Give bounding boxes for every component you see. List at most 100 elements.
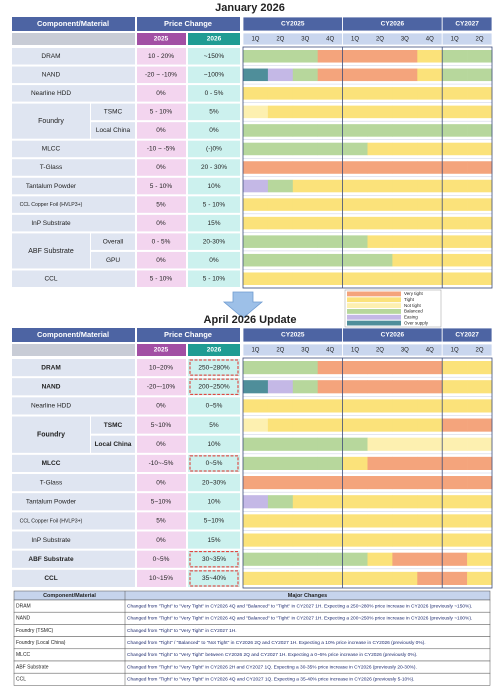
supply-cell (243, 533, 269, 547)
supply-cell (243, 456, 269, 470)
row-sublabel-cell (91, 416, 135, 434)
supply-cell (467, 495, 493, 509)
supply-cell (417, 124, 443, 137)
row-label: CCL (44, 275, 57, 282)
price-2026: 5~10% (204, 518, 225, 525)
header-label: 2026 (207, 347, 222, 354)
supply-cell (392, 418, 418, 432)
supply-cell (442, 142, 468, 156)
supply-cell (342, 552, 368, 566)
price-2025: 0 - 5% (152, 238, 171, 245)
supply-cell (467, 216, 493, 230)
supply-cell (392, 179, 418, 193)
supply-cell (392, 161, 418, 174)
supply-cell (342, 105, 368, 119)
price-2026-cell (188, 66, 240, 84)
supply-cell (417, 495, 443, 509)
supply-cell (342, 514, 368, 528)
supply-cell (243, 380, 269, 394)
header-cell (12, 328, 135, 342)
supply-cell (417, 456, 443, 470)
header-label: Price Change (164, 330, 212, 339)
price-2026-cell (188, 159, 240, 176)
supply-cell (267, 142, 294, 156)
supply-cell (392, 456, 418, 470)
supply-cell (417, 142, 443, 156)
supply-cell (292, 50, 318, 63)
header-label: 2025 (154, 36, 169, 43)
supply-cell (292, 571, 318, 585)
price-2025-cell (137, 196, 186, 213)
supply-cell (417, 571, 443, 585)
supply-cell (367, 198, 393, 211)
legend-swatch (347, 320, 401, 326)
supply-cell (243, 142, 269, 156)
header-cell (137, 344, 186, 356)
supply-cell (442, 437, 468, 451)
price-2025-cell (137, 270, 186, 287)
supply-cell (342, 495, 368, 509)
supply-cell (267, 198, 294, 211)
price-2026-cell (188, 454, 240, 472)
supply-cell (243, 216, 269, 230)
row-label-cell (12, 569, 135, 587)
price-2026: (-)0% (206, 146, 222, 153)
price-2026: 15% (207, 537, 220, 544)
row-sublabel: GPU (106, 257, 120, 264)
price-2025: 0% (156, 90, 166, 97)
supply-cell (267, 50, 294, 63)
quarter-label: 4Q (426, 37, 434, 43)
supply-cell (243, 495, 269, 509)
supply-cell (267, 124, 294, 137)
row-sublabel-cell (91, 233, 135, 250)
year-label: CY2025 (281, 21, 305, 28)
price-2025: 5% (156, 518, 166, 525)
price-2025-cell (137, 48, 186, 65)
row-label-cell (12, 177, 135, 195)
price-2026-cell (188, 214, 240, 232)
quarter-label: 2Q (476, 37, 484, 43)
price-2025-cell (137, 251, 186, 269)
price-2025-cell (137, 159, 186, 176)
row-label: NAND (42, 383, 61, 390)
supply-cell (342, 87, 368, 100)
supply-cell (342, 437, 368, 451)
row-label-cell (12, 159, 135, 176)
supply-cell (317, 50, 343, 63)
price-2026: ~100% (204, 72, 225, 79)
changes-detail: Changed from "Tight" to "Very Tight" in … (127, 603, 472, 609)
supply-cell (467, 533, 493, 547)
supply-cell (267, 552, 294, 566)
row-label-cell (12, 397, 135, 415)
supply-cell (342, 235, 368, 248)
supply-cell (243, 418, 269, 432)
supply-cell (243, 552, 269, 566)
supply-cell (342, 161, 368, 174)
supply-cell (417, 235, 443, 248)
supply-cell (292, 253, 318, 267)
row-label-cell (12, 103, 90, 139)
supply-cell (367, 456, 393, 470)
row-label: T-Glass (40, 479, 63, 486)
quarter-label: 3Q (301, 37, 309, 43)
legend-label: Over supply (404, 320, 429, 325)
changes-component: Foundry (Local China) (16, 640, 66, 646)
supply-cell (442, 361, 468, 375)
price-2026: 10% (207, 498, 220, 505)
supply-cell (367, 361, 393, 375)
row-label: ABF Substrate (28, 556, 74, 563)
supply-cell (292, 399, 318, 413)
supply-cell (442, 514, 468, 528)
supply-cell (317, 399, 343, 413)
price-2026: 250~280% (198, 364, 229, 371)
row-label-cell (12, 214, 135, 232)
row-label-cell (12, 550, 135, 568)
supply-cell (317, 571, 343, 585)
supply-cell (267, 361, 294, 375)
supply-cell (392, 216, 418, 230)
supply-cell (267, 105, 294, 119)
supply-cell (292, 198, 318, 211)
price-2025-cell (137, 103, 186, 121)
supply-cell (442, 235, 468, 248)
supply-cell (467, 68, 493, 82)
